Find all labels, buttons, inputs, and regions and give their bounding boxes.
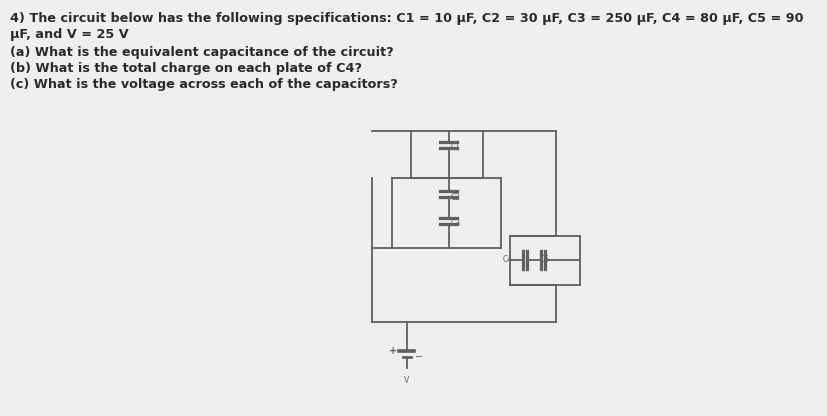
Text: C1: C1	[451, 144, 461, 153]
Text: C5: C5	[539, 255, 549, 263]
Text: (b) What is the total charge on each plate of C4?: (b) What is the total charge on each pla…	[10, 62, 361, 75]
Text: (c) What is the voltage across each of the capacitors?: (c) What is the voltage across each of t…	[10, 78, 397, 91]
Text: C3: C3	[451, 220, 461, 228]
Text: C2: C2	[451, 193, 461, 201]
Text: μF, and V = 25 V: μF, and V = 25 V	[10, 28, 128, 41]
Text: C4: C4	[502, 255, 513, 263]
Text: V: V	[404, 376, 409, 385]
Text: −: −	[414, 352, 423, 362]
Text: +: +	[389, 346, 397, 356]
Text: 4) The circuit below has the following specifications: C1 = 10 μF, C2 = 30 μF, C: 4) The circuit below has the following s…	[10, 12, 802, 25]
Text: (a) What is the equivalent capacitance of the circuit?: (a) What is the equivalent capacitance o…	[10, 46, 393, 59]
